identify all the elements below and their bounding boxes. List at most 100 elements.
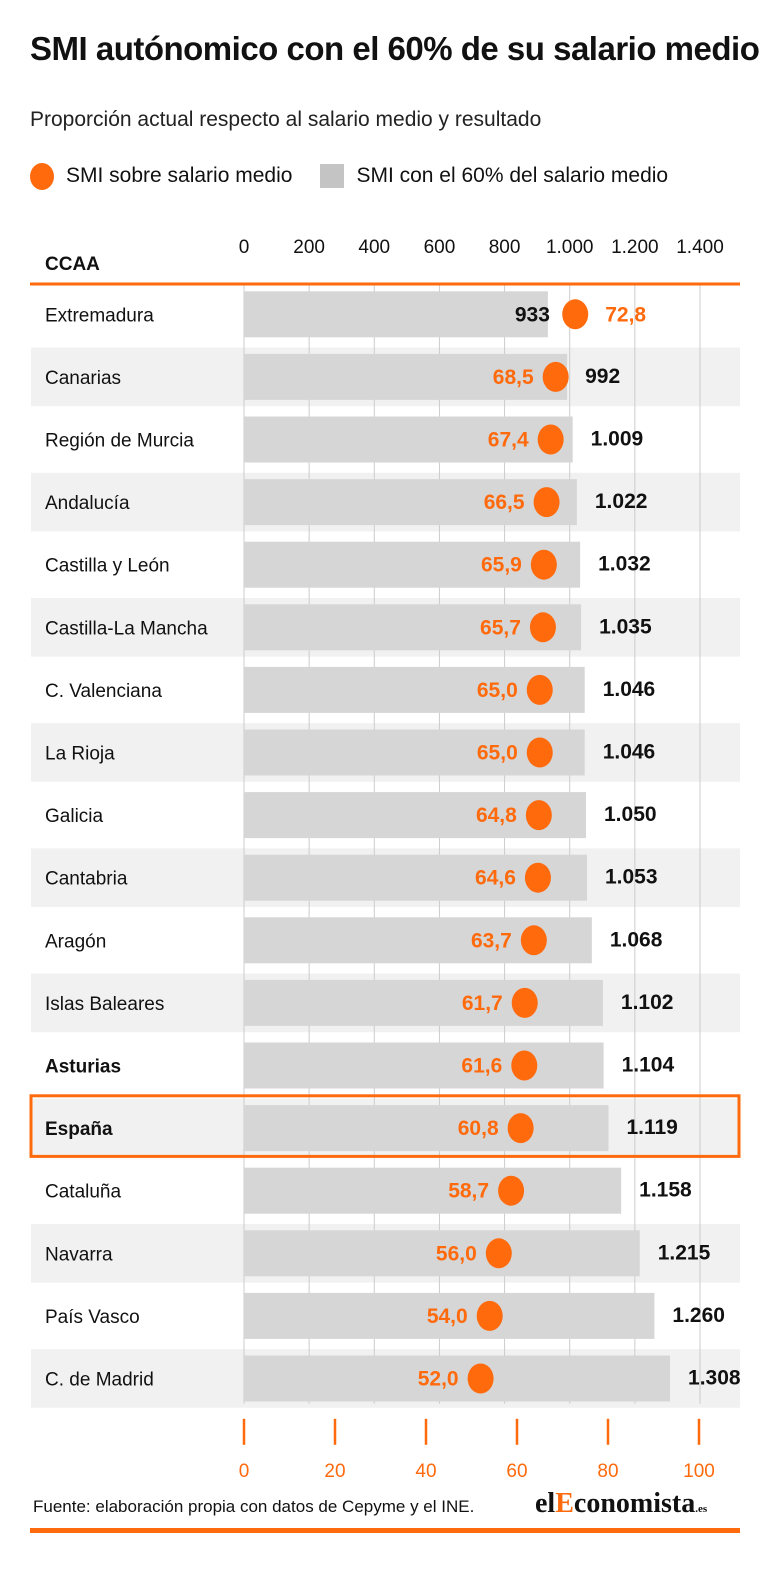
- percent-dot: [476, 1300, 503, 1331]
- bar-value-label: 1.053: [605, 866, 658, 889]
- brand-prefix: el: [535, 1488, 556, 1519]
- highlight-box: [29, 1094, 741, 1158]
- bar-value-label: 992: [585, 365, 620, 388]
- bar: [244, 1292, 655, 1339]
- bottom-axis-tick-label: 40: [415, 1461, 436, 1480]
- category-header: CCAA: [45, 254, 100, 275]
- bar: [244, 291, 548, 338]
- percent-dot: [537, 424, 564, 455]
- percent-dot: [520, 925, 547, 956]
- bar-value-label: 1.035: [599, 615, 652, 638]
- percent-value-label: 56,0: [436, 1242, 477, 1265]
- category-label: C. de Madrid: [45, 1370, 154, 1391]
- category-label: Canarias: [45, 368, 121, 389]
- bar-value-label: 1.102: [621, 991, 674, 1014]
- top-axis-tick-label: 200: [293, 237, 325, 258]
- percent-value-label: 68,5: [493, 366, 534, 389]
- bar: [244, 416, 573, 463]
- legend-dot-swatch: [30, 162, 54, 190]
- category-label: España: [45, 1119, 113, 1140]
- percent-dot: [507, 1113, 534, 1144]
- top-axis-tick-label: 1.200: [611, 237, 659, 258]
- brand-accent: E: [555, 1488, 574, 1519]
- bar: [244, 979, 603, 1026]
- bar-value-label: 1.068: [610, 928, 663, 951]
- bar: [244, 353, 568, 400]
- percent-value-label: 65,9: [481, 554, 522, 577]
- legend-dot-label: SMI sobre salario medio: [66, 164, 293, 187]
- percent-value-label: 65,0: [477, 742, 518, 765]
- category-label: Navarra: [45, 1244, 113, 1265]
- bar: [244, 1042, 604, 1089]
- percent-value-label: 54,0: [427, 1305, 468, 1328]
- percent-dot: [529, 612, 556, 643]
- percent-value-label: 63,7: [471, 929, 512, 952]
- brand-rest: conomista: [573, 1488, 696, 1519]
- category-label: C. Valenciana: [45, 681, 162, 702]
- bar-value-label: 1.046: [603, 678, 656, 701]
- bar: [244, 541, 581, 588]
- bar-value-label: 1.009: [591, 428, 644, 451]
- bar-value-label: 1.104: [622, 1054, 675, 1077]
- top-axis-tick-label: 400: [358, 237, 390, 258]
- bar: [244, 1167, 622, 1214]
- chart-subtitle: Proporción actual respecto al salario me…: [30, 108, 542, 131]
- bar-value-label: 1.158: [639, 1179, 692, 1202]
- legend-bar-label: SMI con el 60% del salario medio: [356, 164, 669, 187]
- percent-value-label: 52,0: [418, 1368, 459, 1391]
- top-axis-tick-label: 0: [239, 237, 250, 258]
- category-label: Cataluña: [45, 1182, 121, 1203]
- bar-value-label: 1.308: [688, 1367, 741, 1390]
- percent-dot: [498, 1175, 525, 1206]
- percent-dot: [467, 1363, 494, 1394]
- bottom-axis-tick-label: 20: [324, 1461, 345, 1480]
- percent-value-label: 65,7: [480, 616, 521, 639]
- bottom-axis-tick-label: 100: [683, 1461, 715, 1480]
- top-axis-tick-label: 600: [424, 237, 456, 258]
- percent-dot: [542, 361, 569, 392]
- percent-value-label: 65,0: [477, 679, 518, 702]
- percent-dot: [511, 987, 538, 1018]
- category-label: Aragón: [45, 931, 106, 952]
- category-label: País Vasco: [45, 1307, 140, 1328]
- chart-title: SMI autónomico con el 60% de su salario …: [30, 30, 760, 67]
- percent-dot: [524, 862, 551, 893]
- bar-value-label: 1.046: [603, 741, 656, 764]
- percent-value-label: 72,8: [605, 303, 646, 326]
- percent-value-label: 61,7: [462, 992, 503, 1015]
- percent-value-label: 64,8: [476, 804, 517, 827]
- bottom-axis-tick-label: 0: [239, 1461, 250, 1480]
- bar-value-label: 1.119: [626, 1116, 677, 1139]
- bar-value-label: 1.032: [598, 553, 651, 576]
- category-label: Galicia: [45, 806, 104, 827]
- percent-dot: [526, 737, 553, 768]
- percent-value-label: 58,7: [448, 1180, 489, 1203]
- bottom-axis-tick-label: 80: [597, 1461, 618, 1480]
- percent-value-label: 64,6: [475, 867, 516, 890]
- top-axis-tick-label: 1.400: [676, 237, 724, 258]
- bar: [244, 604, 582, 651]
- percent-dot: [530, 549, 557, 580]
- bar-value-label: 1.022: [595, 490, 648, 513]
- percent-dot: [562, 299, 589, 330]
- brand-suffix: .es: [695, 1503, 708, 1515]
- bar: [244, 1230, 640, 1277]
- brand-logo: elEconomista.es: [535, 1488, 707, 1520]
- bar: [244, 479, 577, 526]
- bar: [244, 1105, 609, 1152]
- category-label: Extremadura: [45, 305, 154, 326]
- category-label: Castilla y León: [45, 556, 170, 577]
- source-note: Fuente: elaboración propia con datos de …: [33, 1497, 475, 1516]
- legend-item-bar: SMI con el 60% del salario medio: [292, 164, 668, 188]
- percent-dot: [525, 800, 552, 831]
- top-axis-tick-label: 1.000: [546, 237, 594, 258]
- legend-bar-swatch: [320, 164, 345, 188]
- category-label: Islas Baleares: [45, 994, 164, 1015]
- category-label: Andalucía: [45, 493, 130, 514]
- percent-dot: [526, 674, 553, 705]
- percent-dot: [485, 1238, 512, 1269]
- bar-value-label: 1.215: [658, 1241, 711, 1264]
- legend-item-dot: SMI sobre salario medio: [30, 162, 293, 190]
- category-label: La Rioja: [45, 744, 115, 765]
